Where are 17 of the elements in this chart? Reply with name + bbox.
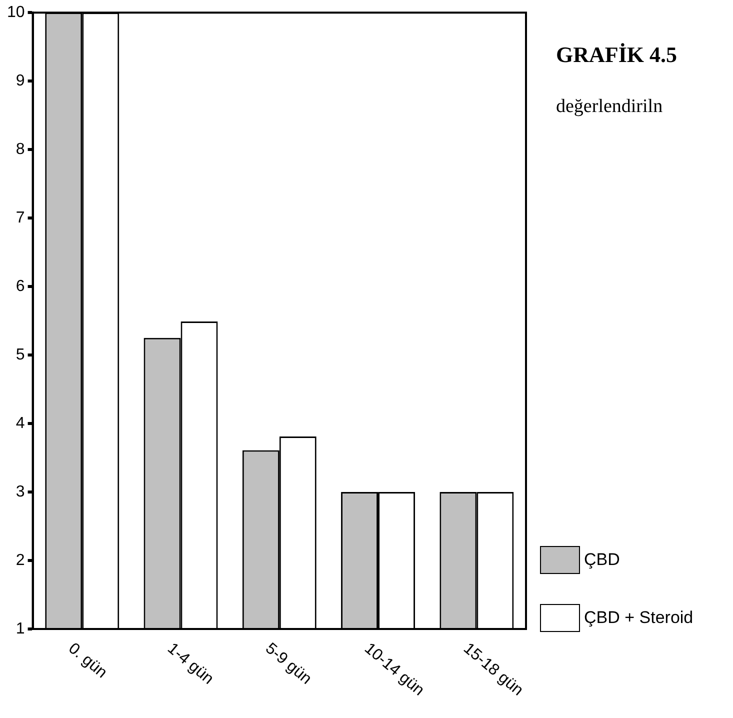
legend-label: ÇBD: [584, 550, 620, 570]
y-tick-label: 2: [16, 552, 25, 569]
y-tick-label: 8: [16, 140, 25, 158]
y-tick-label: 10: [7, 4, 25, 22]
y-tick-label: 4: [16, 414, 25, 432]
y-tick-label: 3: [16, 483, 25, 500]
x-tick-label: 1-4 gün: [163, 640, 216, 689]
text: değerlendiriln: [556, 96, 663, 118]
x-tick-label: 5-9 gün: [262, 640, 315, 689]
y-tick-label: 5: [16, 346, 25, 364]
y-tick-label: 6: [16, 278, 25, 295]
x-tick-label: 0. gün: [64, 640, 110, 682]
y-tick-label: 9: [16, 72, 25, 90]
text: GRAFİK 4.5: [556, 42, 677, 68]
y-tick-label: 7: [16, 209, 25, 226]
text: ÇBD + Steroid: [584, 608, 694, 628]
y-tick-label: 1: [16, 620, 25, 638]
